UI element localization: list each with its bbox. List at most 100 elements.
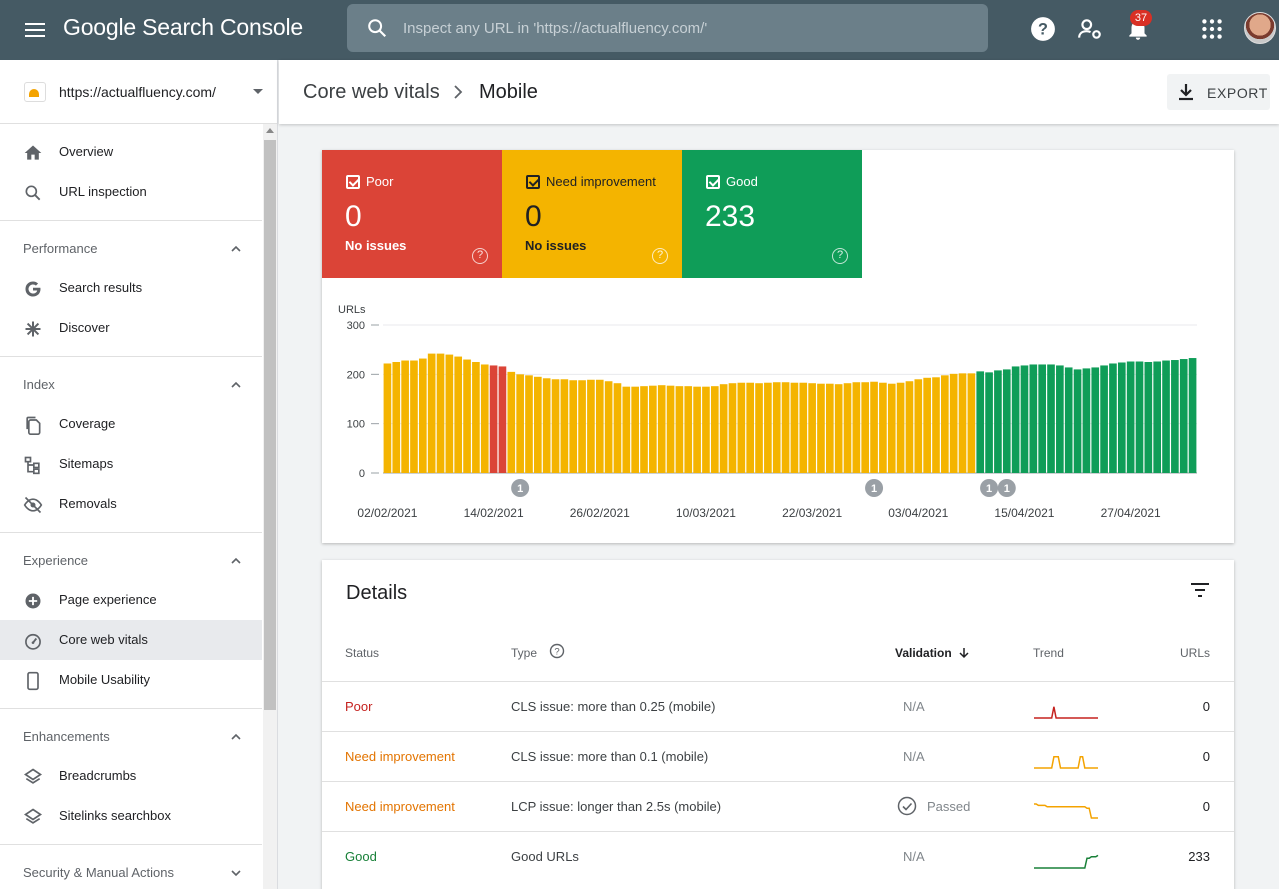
sidebar-item-removals[interactable]: Removals — [0, 484, 262, 524]
bar-need-improvement[interactable] — [772, 382, 781, 473]
sidebar-item-sitelinks-searchbox[interactable]: Sitelinks searchbox — [0, 796, 262, 836]
bar-need-improvement[interactable] — [525, 375, 533, 473]
summary-tile-poor[interactable]: Poor 0 No issues ? — [322, 150, 502, 278]
bar-good[interactable] — [1020, 365, 1029, 473]
bar-need-improvement[interactable] — [870, 381, 878, 473]
sidebar-scrollbar[interactable] — [263, 124, 277, 889]
help-icon[interactable]: ? — [1030, 16, 1056, 42]
bar-good[interactable] — [1056, 365, 1064, 473]
help-circle-icon[interactable]: ? — [832, 248, 848, 264]
sidebar-item-mobile-usability[interactable]: Mobile Usability — [0, 660, 262, 700]
bar-need-improvement[interactable] — [534, 376, 542, 473]
user-settings-icon[interactable] — [1077, 16, 1103, 42]
bar-need-improvement[interactable] — [879, 382, 887, 473]
bar-good[interactable] — [976, 371, 985, 473]
bar-need-improvement[interactable] — [896, 382, 905, 473]
bar-need-improvement[interactable] — [887, 383, 896, 473]
bar-need-improvement[interactable] — [684, 386, 693, 473]
bar-good[interactable] — [1002, 369, 1011, 473]
bar-good[interactable] — [1029, 364, 1038, 473]
bar-need-improvement[interactable] — [507, 371, 516, 473]
bar-need-improvement[interactable] — [657, 385, 666, 473]
table-row[interactable]: Need improvement CLS issue: more than 0.1… — [322, 731, 1234, 781]
bar-need-improvement[interactable] — [392, 362, 401, 473]
bar-need-improvement[interactable] — [702, 386, 710, 473]
bar-need-improvement[interactable] — [595, 379, 604, 473]
bar-need-improvement[interactable] — [463, 359, 471, 473]
bar-need-improvement[interactable] — [941, 375, 949, 473]
bar-poor[interactable] — [498, 366, 507, 473]
property-selector[interactable]: https://actualfluency.com/ — [0, 60, 277, 124]
sidebar-item-search-results[interactable]: Search results — [0, 268, 262, 308]
bar-need-improvement[interactable] — [764, 382, 772, 473]
bar-need-improvement[interactable] — [480, 364, 489, 473]
sidebar-item-core-web-vitals[interactable]: Core web vitals — [0, 620, 262, 660]
annotation-marker[interactable] — [997, 479, 1016, 497]
bar-need-improvement[interactable] — [693, 386, 701, 473]
bar-need-improvement[interactable] — [418, 358, 427, 473]
apps-grid-icon[interactable] — [1199, 16, 1225, 42]
bar-need-improvement[interactable] — [445, 354, 454, 473]
summary-tile-good[interactable]: Good 233 ? — [682, 150, 862, 278]
export-button[interactable]: EXPORT — [1167, 74, 1270, 110]
bar-need-improvement[interactable] — [949, 373, 958, 473]
bar-good[interactable] — [1011, 366, 1020, 473]
sidebar-item-page-experience[interactable]: Page experience — [0, 580, 262, 620]
bar-need-improvement[interactable] — [852, 382, 861, 473]
sidebar-item-overview[interactable]: Overview — [0, 132, 262, 172]
table-row[interactable]: Need improvement LCP issue: longer than 2… — [322, 781, 1234, 831]
bar-need-improvement[interactable] — [516, 374, 524, 473]
bar-need-improvement[interactable] — [923, 377, 931, 473]
bar-need-improvement[interactable] — [587, 379, 595, 473]
bar-need-improvement[interactable] — [401, 360, 409, 473]
bar-need-improvement[interactable] — [967, 373, 976, 473]
chevron-up-icon[interactable] — [230, 731, 242, 743]
checkbox-checked-icon[interactable] — [346, 175, 360, 189]
avatar[interactable] — [1244, 12, 1276, 44]
bar-need-improvement[interactable] — [843, 383, 852, 473]
sidebar-item-discover[interactable]: Discover — [0, 308, 262, 348]
bar-good[interactable] — [1188, 358, 1197, 473]
bar-need-improvement[interactable] — [622, 386, 631, 473]
bar-need-improvement[interactable] — [666, 385, 675, 473]
bar-need-improvement[interactable] — [551, 379, 560, 473]
sidebar-item-breadcrumbs[interactable]: Breadcrumbs — [0, 756, 262, 796]
bar-good[interactable] — [1135, 361, 1144, 473]
bar-good[interactable] — [1144, 362, 1153, 473]
bar-good[interactable] — [1100, 365, 1108, 473]
help-circle-icon[interactable]: ? — [549, 643, 565, 659]
bar-good[interactable] — [1073, 369, 1082, 473]
bar-need-improvement[interactable] — [746, 382, 755, 473]
bar-need-improvement[interactable] — [604, 381, 613, 473]
bar-need-improvement[interactable] — [569, 380, 578, 473]
bar-need-improvement[interactable] — [472, 362, 480, 473]
bar-need-improvement[interactable] — [799, 382, 808, 473]
bar-need-improvement[interactable] — [427, 353, 436, 473]
bar-need-improvement[interactable] — [728, 383, 737, 473]
sort-arrow-down-icon[interactable] — [958, 647, 970, 659]
bar-need-improvement[interactable] — [817, 383, 825, 473]
bar-need-improvement[interactable] — [737, 382, 746, 473]
chevron-up-icon[interactable] — [230, 555, 242, 567]
url-inspect-search[interactable] — [347, 4, 988, 52]
filter-icon[interactable] — [1190, 582, 1210, 598]
bar-need-improvement[interactable] — [719, 384, 728, 473]
help-circle-icon[interactable]: ? — [652, 248, 668, 264]
sidebar-item-url-inspection[interactable]: URL inspection — [0, 172, 262, 212]
table-row[interactable]: Poor CLS issue: more than 0.25 (mobile) N/… — [322, 681, 1234, 731]
sidebar-item-sitemaps[interactable]: Sitemaps — [0, 444, 262, 484]
bar-need-improvement[interactable] — [649, 385, 657, 473]
bar-need-improvement[interactable] — [958, 373, 967, 473]
bar-need-improvement[interactable] — [790, 382, 799, 473]
bar-need-improvement[interactable] — [640, 386, 648, 473]
bar-need-improvement[interactable] — [383, 363, 392, 473]
bar-need-improvement[interactable] — [542, 378, 551, 473]
bar-good[interactable] — [1038, 364, 1046, 473]
help-circle-icon[interactable]: ? — [472, 248, 488, 264]
annotation-marker[interactable] — [865, 479, 884, 497]
table-row[interactable]: Good Good URLs N/A 233 — [322, 831, 1234, 881]
summary-tile-need-improvement[interactable]: Need improvement 0 No issues ? — [502, 150, 682, 278]
bar-need-improvement[interactable] — [861, 382, 870, 473]
bar-good[interactable] — [1162, 360, 1170, 473]
bar-need-improvement[interactable] — [410, 360, 418, 473]
